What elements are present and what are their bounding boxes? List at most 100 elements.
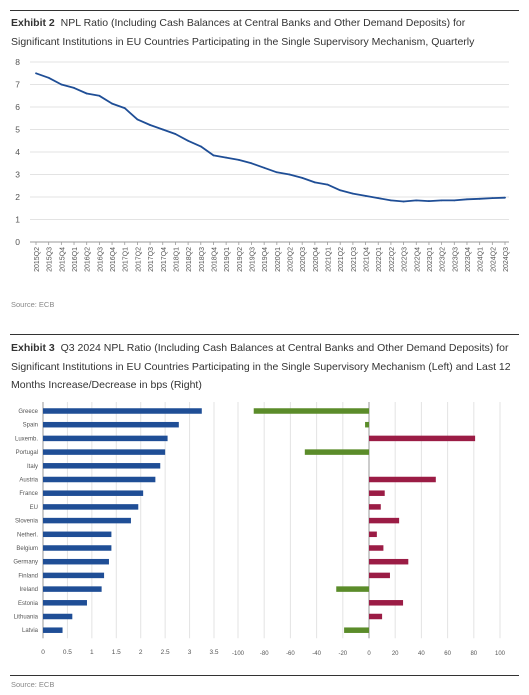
npl-ratio-bar	[43, 435, 168, 442]
right-x-tick-label: -60	[286, 651, 295, 657]
bps-change-bar	[369, 545, 384, 551]
country-label: Italy	[27, 464, 38, 470]
x-tick-label: 2017Q1	[123, 247, 130, 272]
x-tick-label: 2024Q1	[478, 247, 485, 272]
bps-change-bar	[369, 600, 404, 606]
right-x-tick-label: 100	[495, 651, 506, 657]
left-x-tick-label: 1	[90, 649, 94, 656]
y-tick-label: 1	[15, 215, 20, 225]
x-tick-label: 2020Q4	[313, 247, 320, 272]
x-tick-label: 2023Q1	[427, 247, 434, 272]
country-label: Slovenia	[15, 519, 39, 525]
x-tick-label: 2019Q4	[262, 247, 269, 272]
npl-ratio-bar	[43, 408, 202, 414]
data-point	[364, 194, 367, 197]
data-point	[390, 199, 392, 202]
y-tick-label: 8	[15, 57, 20, 67]
data-point	[415, 199, 418, 202]
npl-ratio-bar	[43, 490, 144, 496]
country-label: Estonia	[18, 601, 39, 607]
left-x-tick-label: 3	[188, 649, 192, 656]
data-point	[123, 107, 126, 110]
exhibit2-title-text: NPL Ratio (Including Cash Balances at Ce…	[11, 17, 475, 48]
left-x-tick-label: 0.5	[63, 649, 72, 656]
bps-change-bar	[369, 572, 390, 579]
x-tick-label: 2024Q3	[503, 247, 510, 272]
x-tick-label: 2017Q3	[148, 247, 155, 272]
x-tick-label: 2018Q2	[186, 247, 193, 272]
npl-ratio-bar	[43, 531, 112, 538]
data-point	[60, 83, 63, 86]
country-label: Germany	[13, 560, 38, 566]
data-point	[237, 158, 240, 161]
right-x-tick-label: -20	[338, 651, 347, 657]
npl-ratio-bar	[43, 504, 139, 510]
left-x-tick-label: 2	[139, 649, 143, 656]
data-point	[478, 197, 481, 200]
data-point	[47, 76, 50, 79]
y-tick-label: 7	[15, 80, 20, 90]
x-tick-label: 2023Q3	[452, 247, 459, 272]
exhibit3-top-rule	[10, 334, 519, 335]
country-label: Luxemb.	[15, 436, 38, 442]
bps-change-bar	[369, 476, 436, 483]
x-tick-label: 2022Q1	[376, 247, 383, 272]
npl-ratio-line-chart: 0 1 2 3 4 5 6 7 8 2015Q2 2015Q3 2015Q4 2016Q1 2016Q2 2…	[15, 57, 510, 272]
x-tick-label: 2015Q4	[59, 247, 66, 272]
data-point	[111, 102, 113, 105]
x-tick-label: 2016Q1	[72, 247, 79, 272]
npl-ratio-bar	[43, 586, 102, 592]
exhibit3-source: Source: ECB	[11, 680, 55, 689]
bps-change-bar	[344, 627, 369, 633]
data-point	[491, 197, 494, 200]
data-point	[199, 145, 202, 148]
exhibit3-title: Exhibit 3 Q3 2024 NPL Ratio (Including C…	[11, 339, 516, 395]
x-tick-label: 2018Q3	[199, 247, 206, 272]
x-tick-label: 2022Q4	[414, 247, 421, 272]
x-tick-label: 2021Q1	[326, 247, 333, 272]
data-point	[136, 118, 139, 121]
x-tick-label: 2018Q1	[173, 247, 180, 272]
bps-change-bar	[369, 558, 409, 565]
right-x-tick-label: 0	[367, 651, 371, 657]
country-label: Ireland	[20, 587, 38, 593]
country-label: Greece	[18, 409, 38, 415]
npl-ratio-bar	[43, 600, 87, 606]
left-x-tick-label: 3.5	[209, 649, 218, 656]
data-point	[301, 176, 304, 179]
y-tick-label: 3	[15, 170, 20, 180]
npl-ratio-series-line	[35, 72, 506, 203]
bps-change-bar	[369, 490, 385, 496]
right-x-tick-label: 60	[444, 651, 451, 657]
right-x-tick-label: -80	[260, 651, 269, 657]
bps-change-bar	[365, 421, 369, 428]
right-x-tick-label: 80	[470, 651, 477, 657]
bps-change-bar	[369, 517, 400, 524]
data-point	[504, 196, 506, 199]
x-tick-label: 2022Q2	[389, 247, 396, 272]
country-label: Spain	[23, 423, 38, 429]
exhibit3-title-text: Q3 2024 NPL Ratio (Including Cash Balanc…	[11, 342, 511, 391]
data-point	[174, 133, 177, 135]
data-point	[85, 92, 88, 95]
x-tick-label: 2017Q4	[161, 247, 168, 272]
exhibit2-source: Source: ECB	[11, 300, 55, 309]
npl-ratio-bar	[43, 476, 156, 483]
country-label: EU	[30, 505, 38, 511]
x-tick-label: 2020Q3	[300, 247, 307, 272]
x-tick-label: 2020Q1	[275, 247, 282, 272]
data-point	[351, 192, 354, 195]
exhibit2-title: Exhibit 2 NPL Ratio (Including Cash Bala…	[11, 14, 516, 51]
x-tick-label: 2018Q4	[211, 247, 218, 272]
right-x-tick-label: -100	[232, 651, 245, 657]
country-label: Finland	[18, 573, 38, 579]
x-tick-label: 2021Q3	[351, 247, 358, 272]
data-point	[149, 124, 151, 126]
bps-change-bar	[369, 531, 377, 538]
npl-ratio-bar	[43, 545, 112, 551]
x-tick-label: 2017Q2	[135, 247, 142, 272]
data-point	[275, 171, 278, 174]
x-tick-label: 2019Q2	[237, 247, 244, 272]
data-point	[187, 139, 190, 142]
npl-ratio-bar	[43, 421, 179, 428]
